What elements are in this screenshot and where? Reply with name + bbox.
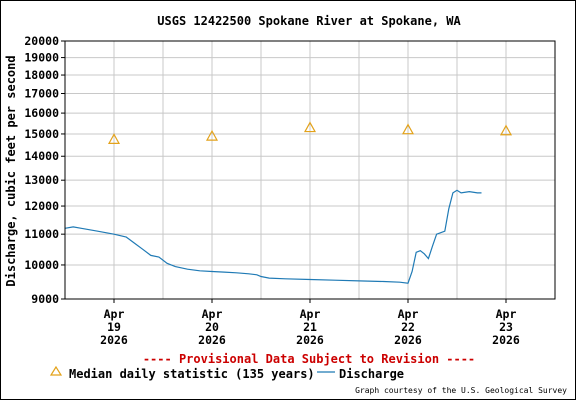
y-tick-label: 9000 <box>31 292 59 306</box>
median-point-triangle <box>205 129 219 141</box>
x-tick-label: 22 <box>401 320 415 334</box>
y-tick-label: 14000 <box>24 149 59 163</box>
y-tick-label: 20000 <box>24 34 59 48</box>
discharge-line <box>64 189 482 284</box>
y-tick-label: 17000 <box>24 87 59 101</box>
legend-discharge-label: Discharge <box>339 367 404 381</box>
median-point-triangle <box>107 133 121 144</box>
x-tick-label: 19 <box>107 320 121 334</box>
provisional-note: ---- Provisional Data Subject to Revisio… <box>143 352 475 366</box>
chart-title: USGS 12422500 Spokane River at Spokane, … <box>157 14 461 28</box>
y-axis-ticks: 9000 10000 11000 12000 13000 14000 15000 16000 1… <box>24 34 65 306</box>
x-tick-label: 23 <box>499 320 513 334</box>
x-tick-label: 21 <box>303 320 317 334</box>
x-tick-label: 2026 <box>394 333 422 347</box>
plot-border <box>64 40 556 300</box>
x-tick-label: Apr <box>496 307 517 321</box>
y-tick-label: 11000 <box>24 227 59 241</box>
x-axis-ticks: Apr192026Apr202026Apr212026Apr222026Apr2… <box>100 299 520 347</box>
y-axis-label: Discharge, cubic feet per second <box>4 55 18 286</box>
legend: Median daily statistic (135 years) Disch… <box>49 365 404 381</box>
usgs-credit: Graph courtesy of the U.S. Geological Su… <box>355 386 567 395</box>
y-tick-label: 13000 <box>24 173 59 187</box>
y-tick-label: 16000 <box>24 106 59 120</box>
x-tick-label: Apr <box>300 307 321 321</box>
x-tick-label: 2026 <box>100 333 128 347</box>
median-point-triangle <box>303 121 317 133</box>
legend-median-label: Median daily statistic (135 years) <box>69 367 315 381</box>
median-point-triangle <box>401 123 415 135</box>
x-tick-label: 2026 <box>198 333 226 347</box>
median-point-triangle <box>499 124 513 136</box>
y-tick-label: 12000 <box>24 199 59 213</box>
y-tick-label: 19000 <box>24 51 59 65</box>
x-tick-label: 20 <box>205 320 219 334</box>
legend-triangle-icon <box>49 365 63 376</box>
x-tick-label: 2026 <box>492 333 520 347</box>
x-tick-label: Apr <box>398 307 419 321</box>
y-tick-label: 18000 <box>24 68 59 82</box>
y-tick-label: 10000 <box>24 258 59 272</box>
series <box>64 121 513 284</box>
x-tick-label: Apr <box>202 307 223 321</box>
y-tick-label: 15000 <box>24 127 59 141</box>
x-tick-label: Apr <box>104 307 125 321</box>
grid <box>65 40 555 300</box>
x-tick-label: 2026 <box>296 333 324 347</box>
